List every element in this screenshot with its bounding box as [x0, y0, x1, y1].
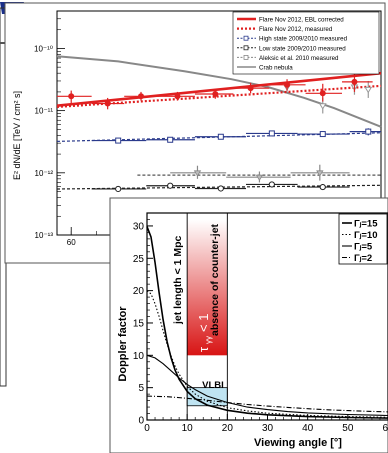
x-tick-label: 30 — [262, 423, 274, 434]
low-state-point — [268, 181, 275, 188]
legend-swatch-marker — [243, 35, 249, 41]
tau-region — [187, 219, 228, 356]
doppler-xlabel: Viewing angle [°] — [254, 437, 342, 449]
x-tick-label: 0 — [144, 423, 150, 434]
y-tick-label: 10⁻¹⁰ — [34, 44, 53, 53]
legend-label: High state 2009/2010 measured — [259, 36, 348, 43]
flare-measured-point — [364, 86, 373, 94]
crab-nebula-line — [56, 55, 382, 128]
flare-measured-point — [318, 103, 327, 110]
counter-jet-annotation: absence of counter-jet — [209, 223, 221, 336]
high-state-point — [365, 128, 372, 135]
legend-label: Flare Nov 2012, measured — [259, 26, 333, 33]
y-tick-label: 30 — [133, 221, 145, 232]
y-tick-label: 10⁻¹¹ — [35, 107, 54, 116]
doppler-series — [146, 226, 388, 419]
flare-ebl-point — [284, 81, 291, 88]
high-state-point — [217, 133, 224, 140]
x-tick-label: 10 — [182, 423, 194, 434]
legend-label: Γⱼ=2 — [354, 253, 372, 264]
x-tick-label: 20 — [222, 423, 234, 434]
x-tick-label: 60 — [382, 423, 388, 434]
flare-ebl-point — [174, 93, 181, 100]
y-tick-label: 10⁻¹³ — [35, 231, 54, 240]
aleksic-point — [193, 170, 202, 177]
flare-ebl-point — [138, 93, 145, 100]
low-state-point — [167, 182, 174, 189]
legend-swatch-marker — [243, 55, 249, 60]
legend-label: Γⱼ=5 — [354, 242, 373, 253]
high-state-point — [115, 137, 122, 144]
flare-ebl-point — [351, 78, 358, 85]
doppler-curve-gamma-15 — [146, 226, 388, 419]
doppler-axis-ticks: 0 10 20 30 40 50 60 0 5 10 15 20 25 30 — [133, 219, 388, 434]
legend-label: Γⱼ=10 — [354, 230, 378, 241]
y-tick-label: 0 — [138, 416, 144, 427]
spectrum-ylabel: E² dN/dE [TeV / cm² s] — [12, 91, 22, 180]
legend-label: Flare Nov 2012, EBL corrected — [259, 17, 344, 24]
spectrum-legend-box — [232, 11, 380, 75]
legend-label: Aleksic et al. 2010 measured — [259, 55, 339, 62]
legend-label: Low state 2009/2010 measured — [259, 45, 346, 52]
spectrum-legend: Flare Nov 2012, EBL corrected Flare Nov 2… — [232, 11, 380, 75]
y-tick-label: 5 — [138, 383, 144, 394]
flare-ebl-point — [68, 93, 75, 100]
flare-ebl-point — [319, 90, 326, 97]
vlbi-annotation: VLBI — [202, 380, 224, 391]
high-state-point — [167, 136, 174, 143]
high-state-point — [319, 131, 326, 138]
tau-annotation: τ — [196, 346, 211, 352]
low-state-point — [115, 185, 122, 193]
aleksic-point — [316, 170, 324, 177]
tau-subscript: γγ — [204, 336, 213, 344]
jet-length-annotation: jet length < 1 Mpc — [172, 235, 184, 325]
tau-threshold: < 1 — [196, 314, 211, 332]
y-tick-label: 25 — [133, 254, 145, 265]
low-state-point — [319, 183, 326, 191]
doppler-chart: 0 10 20 30 40 50 60 0 5 10 15 20 25 30 Viewing angle … — [109, 197, 388, 453]
legend-swatch-marker — [243, 45, 249, 51]
legend-label: Crab nebula — [259, 65, 293, 72]
doppler-curve-gamma-2 — [146, 395, 388, 413]
x-tick-label: 50 — [342, 423, 354, 434]
x-tick-label: 40 — [302, 423, 314, 434]
legend-label: Γⱼ=15 — [354, 219, 378, 230]
spectrum-series — [56, 55, 382, 193]
doppler-ylabel: Doppler factor — [117, 306, 129, 382]
flare-ebl-fit-line — [56, 71, 382, 107]
y-tick-label: 20 — [133, 286, 145, 297]
flare-ebl-point — [247, 85, 254, 92]
flare-ebl-point — [104, 100, 111, 107]
aleksic-point — [255, 174, 264, 181]
high-state-point — [268, 130, 275, 137]
x-tick-label: 60 — [67, 238, 76, 247]
low-state-point — [217, 185, 224, 192]
y-tick-label: 10 — [133, 351, 145, 362]
flare-ebl-point — [212, 91, 219, 98]
doppler-regions — [186, 213, 228, 420]
y-tick-label: 15 — [133, 318, 145, 329]
doppler-curve-gamma-5 — [146, 354, 388, 417]
y-tick-label: 10⁻¹² — [35, 169, 54, 178]
